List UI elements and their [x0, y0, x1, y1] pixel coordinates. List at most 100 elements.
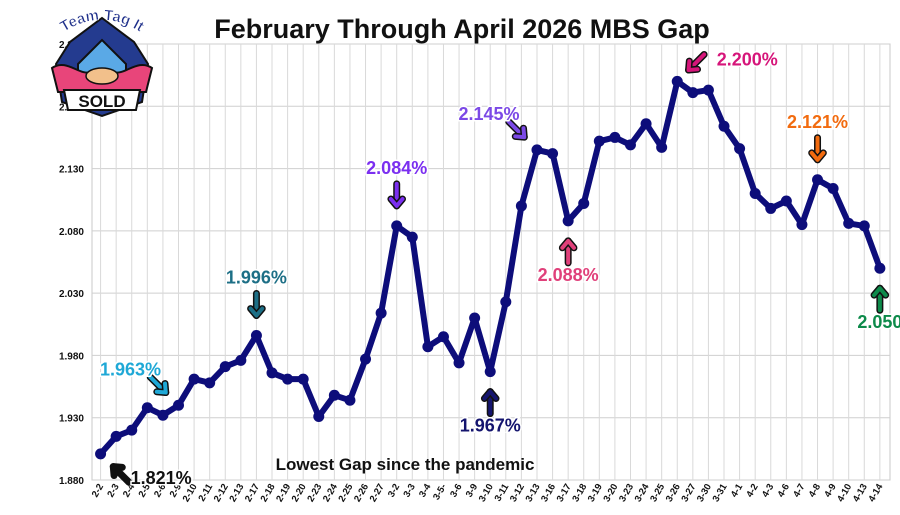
annotation-arrow-icon [685, 51, 708, 74]
data-point [718, 120, 730, 132]
y-tick-label: 1.880 [59, 476, 84, 487]
data-point [219, 361, 231, 373]
data-point [562, 215, 574, 227]
annotation: 1.996% [224, 266, 288, 319]
x-tick-label: 3-27 [679, 482, 698, 504]
data-point [157, 409, 169, 421]
annotation: 2.200% [685, 48, 779, 74]
x-tick-label: 2-12 [212, 482, 231, 504]
y-tick-label: 2.130 [59, 165, 84, 176]
x-tick-label: 3-24 [633, 481, 652, 504]
annotation-arrow-icon [146, 373, 170, 397]
data-point [266, 367, 278, 379]
x-axis-ticks: 2-2 2-3 2-4 2-5 2-6 2-92-102-112-122-132-172-… [90, 481, 886, 504]
data-point [656, 141, 668, 153]
data-point [702, 84, 714, 96]
data-point [344, 394, 356, 406]
data-point [204, 377, 216, 389]
x-tick-label: 2-19 [274, 482, 293, 504]
x-tick-label: 4-7 [791, 482, 807, 499]
x-tick-label: 4-10 [835, 482, 854, 504]
y-tick-label: 1.930 [59, 414, 84, 425]
x-tick-label: 3-3 [401, 482, 417, 499]
annotation: 1.963% [98, 358, 170, 397]
y-tick-label: 1.980 [59, 351, 84, 362]
x-tick-label: 4-8 [807, 482, 823, 499]
annotation-label: 1.967% [460, 416, 521, 436]
x-tick-label: 3-19 [586, 482, 605, 504]
data-point [469, 312, 481, 324]
data-point [531, 144, 543, 156]
data-point [547, 148, 559, 160]
y-tick-label: 2.030 [59, 289, 84, 300]
x-tick-label: 3-17 [555, 482, 574, 504]
data-point [765, 202, 777, 214]
x-tick-label: 2-27 [368, 482, 387, 504]
data-point [126, 424, 138, 436]
annotations: 1.821% 1.963% 1.996% 2.084% 1.967% 2.145% 2.08… [98, 48, 900, 489]
lowest-gap-note: Lowest Gap since the pandemic [276, 455, 535, 474]
grid-lines [91, 43, 891, 481]
data-point [624, 139, 636, 151]
x-tick-label: 2-13 [227, 482, 246, 504]
x-tick-label: 4-3 [760, 482, 776, 499]
x-tick-label: 4-6 [776, 482, 792, 499]
x-tick-label: 3-10 [477, 482, 496, 504]
x-tick-label: 3-31 [711, 481, 730, 504]
x-tick-label: 3-13 [524, 482, 543, 504]
x-tick-label: 3-18 [570, 482, 589, 504]
annotation-label: 2.121% [787, 112, 848, 132]
x-tick-label: 2-11 [196, 481, 215, 503]
y-tick-label: 2.080 [59, 227, 84, 238]
data-point [437, 331, 449, 343]
annotation-arrow-icon [870, 284, 890, 314]
data-point [391, 220, 403, 232]
x-tick-label: 2-26 [352, 482, 371, 504]
data-point [297, 373, 309, 385]
logo-sold-text: SOLD [78, 92, 125, 111]
annotation-label: 2.084% [366, 158, 427, 178]
data-point [313, 410, 325, 422]
annotation: 2.145% [457, 102, 528, 141]
annotation-label: 1.821% [131, 468, 192, 488]
x-tick-label: 2-23 [305, 482, 324, 504]
x-tick-label: 3-30 [695, 482, 714, 504]
x-tick-label: 2-17 [243, 482, 262, 504]
data-point [282, 373, 294, 385]
data-point [874, 262, 886, 274]
x-tick-label: 4-14 [866, 481, 885, 504]
annotation: 2.084% [365, 156, 429, 210]
data-point [734, 143, 746, 155]
data-point [422, 341, 434, 353]
x-tick-label: 3-5- [431, 482, 449, 502]
annotation-label: 2.145% [458, 104, 519, 124]
hands-icon [85, 67, 119, 85]
x-tick-label: 3-20 [601, 482, 620, 504]
x-tick-label: 3-6 [448, 482, 464, 499]
x-tick-label: 3-23 [617, 482, 636, 504]
x-tick-label: 2-20 [290, 482, 309, 504]
data-point [141, 402, 153, 414]
data-point [578, 197, 590, 209]
data-point [250, 329, 262, 341]
x-tick-label: 2-25 [337, 481, 356, 504]
data-point [827, 183, 839, 195]
x-tick-label: 2-2 [90, 482, 106, 499]
data-point [360, 353, 372, 365]
annotation-label: 2.050 [857, 312, 900, 332]
annotation-arrow-icon [247, 289, 266, 319]
annotation-label: 2.088% [538, 265, 599, 285]
data-point [500, 296, 512, 308]
chart-title: February Through April 2026 MBS Gap [214, 14, 710, 44]
x-tick-label: 3-11 [493, 481, 512, 503]
data-point [328, 389, 340, 401]
data-point [484, 366, 496, 378]
annotation: 2.050 [856, 284, 900, 334]
x-tick-label: 2-3 [105, 482, 121, 499]
sold-banner [62, 89, 142, 111]
annotation-arrow-icon [109, 463, 133, 486]
x-tick-label: 4-1 [729, 481, 746, 499]
x-tick-label: 3-16 [539, 482, 558, 504]
annotation: 1.967% [458, 388, 522, 437]
team-tag-it-logo: SOLD Team Tag It [50, 7, 154, 118]
